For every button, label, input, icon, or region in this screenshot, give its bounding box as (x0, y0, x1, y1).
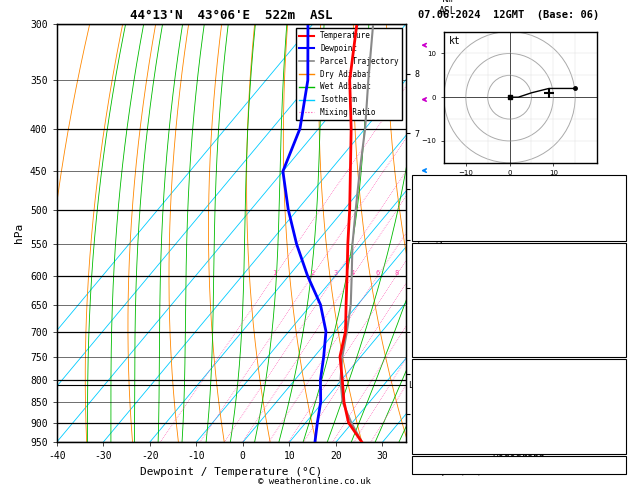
Text: EH: EH (418, 457, 430, 467)
Text: Pressure (mb): Pressure (mb) (418, 378, 494, 388)
Text: 953: 953 (547, 378, 564, 388)
Text: 15.5: 15.5 (547, 280, 571, 291)
Text: 4: 4 (351, 270, 355, 276)
Text: 0: 0 (547, 434, 553, 444)
Text: kt: kt (448, 35, 460, 46)
Text: StmSpd (kt): StmSpd (kt) (418, 466, 483, 476)
Title: 44°13'N  43°06'E  522m  ASL: 44°13'N 43°06'E 522m ASL (130, 9, 332, 22)
Text: 07.06.2024  12GMT  (Base: 06): 07.06.2024 12GMT (Base: 06) (418, 10, 599, 20)
Text: © weatheronline.co.uk: © weatheronline.co.uk (258, 477, 371, 486)
Text: 734: 734 (547, 329, 564, 338)
Text: 734: 734 (547, 420, 564, 430)
Text: 6: 6 (376, 270, 380, 276)
Text: Dewp (°C): Dewp (°C) (418, 280, 471, 291)
Text: 33: 33 (547, 460, 559, 470)
Text: K: K (418, 183, 424, 193)
Text: θₑ(K): θₑ(K) (418, 296, 448, 307)
Text: -3: -3 (547, 406, 559, 416)
Text: CAPE (J): CAPE (J) (418, 329, 465, 338)
Text: Temp (°C): Temp (°C) (418, 264, 471, 275)
Text: 337: 337 (547, 296, 564, 307)
Text: 3: 3 (333, 270, 338, 276)
Text: Hodograph: Hodograph (493, 453, 545, 464)
Text: 2: 2 (310, 270, 314, 276)
Text: Lifted Index: Lifted Index (418, 312, 489, 322)
Text: StmDir: StmDir (418, 463, 454, 473)
Text: 263º: 263º (547, 463, 571, 473)
X-axis label: Dewpoint / Temperature (°C): Dewpoint / Temperature (°C) (140, 467, 322, 477)
Text: 2.91: 2.91 (547, 221, 571, 230)
Text: 0: 0 (547, 344, 553, 354)
Text: Most Unstable: Most Unstable (481, 363, 557, 373)
Text: θₑ (K): θₑ (K) (418, 392, 454, 402)
Text: Mixing Ratio (g/kg): Mixing Ratio (g/kg) (436, 186, 445, 281)
Text: CIN (J): CIN (J) (418, 434, 459, 444)
Text: CIN (J): CIN (J) (418, 344, 459, 354)
Legend: Temperature, Dewpoint, Parcel Trajectory, Dry Adiabat, Wet Adiabat, Isotherm, Mi: Temperature, Dewpoint, Parcel Trajectory… (296, 28, 402, 120)
Text: -5: -5 (547, 457, 559, 467)
Text: 27: 27 (547, 183, 559, 193)
Text: LCL: LCL (408, 381, 423, 390)
Text: 8: 8 (394, 270, 398, 276)
Text: Surface: Surface (498, 248, 540, 258)
Y-axis label: hPa: hPa (14, 223, 25, 243)
Text: 1: 1 (272, 270, 277, 276)
Text: Lifted Index: Lifted Index (418, 406, 489, 416)
Text: 337: 337 (547, 392, 564, 402)
Text: -3: -3 (547, 312, 559, 322)
Text: Totals Totals: Totals Totals (418, 202, 494, 212)
Text: km
ASL: km ASL (439, 0, 457, 16)
Text: PW (cm): PW (cm) (418, 221, 459, 230)
Text: 11: 11 (547, 466, 559, 476)
Text: 25.6: 25.6 (547, 264, 571, 275)
Text: CAPE (J): CAPE (J) (418, 420, 465, 430)
Text: SREH: SREH (418, 460, 442, 470)
Text: 48: 48 (547, 202, 559, 212)
